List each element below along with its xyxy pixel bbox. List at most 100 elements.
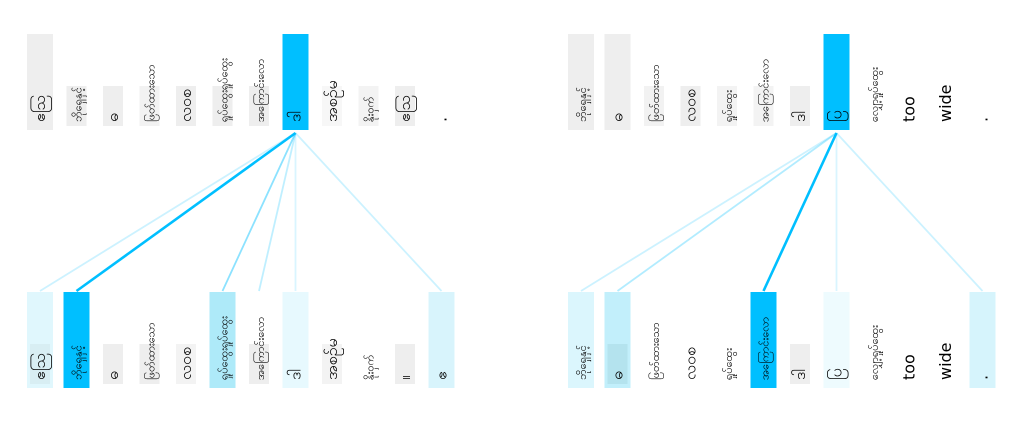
token-label: နိုးဝှက် [364, 96, 379, 122]
token-tile [176, 344, 196, 384]
query-token: ဧဩ [392, 34, 418, 130]
key-token: လဝစ [173, 292, 199, 388]
token-label: ဖြတ်ထားသော [648, 65, 664, 123]
key-token: too [896, 292, 923, 388]
key-token: ဒါ [787, 292, 813, 388]
key-token: ဓ [604, 292, 631, 388]
token-label: ဧဩ [395, 95, 417, 122]
key-token: လျှော့ရှုပ်ထွေး [860, 292, 886, 388]
token-highlight [355, 292, 382, 388]
token-tile [395, 344, 415, 384]
query-token: too [896, 34, 923, 130]
token-label: ဒါ [790, 111, 809, 122]
token-highlight [604, 34, 631, 130]
attention-line [835, 132, 984, 292]
token-label: too [900, 96, 919, 122]
token-label: အကြောင်းလော [758, 317, 774, 380]
key-token: wide [933, 292, 959, 388]
token-highlight [823, 34, 850, 130]
token-tile [139, 86, 160, 126]
token-label: နိုးဝှက် [364, 354, 379, 380]
token-label: ဖြတ်ထားသော [144, 323, 160, 381]
token-tile [249, 86, 269, 126]
token-highlight [860, 34, 886, 130]
key-token: ဖြတ်ထားသော [136, 292, 163, 388]
token-tile [790, 344, 810, 384]
token-highlight [428, 292, 455, 388]
token-tile [103, 86, 123, 126]
token-label: အစဉ်မ [322, 338, 344, 380]
token-label: လဝစ [681, 89, 700, 122]
query-token: ဓ [604, 34, 631, 130]
token-label: ရှုပ်ထွေးရှုပ်ထွေး [218, 58, 233, 122]
token-label: လဝစ [681, 347, 700, 380]
query-token: ဧဩ [27, 34, 53, 130]
query-token: wide [933, 34, 959, 130]
key-token: . [969, 292, 996, 388]
token-highlight [933, 34, 959, 130]
token-highlight [282, 292, 309, 388]
token-tile [644, 86, 664, 126]
token-highlight [933, 292, 959, 388]
query-token: ဘိုရှေနှင့် [63, 34, 90, 130]
key-token: ဘိုရှေနှင့် [63, 292, 90, 388]
query-token: ဓ [100, 34, 126, 130]
token-label: . [973, 117, 992, 122]
token-highlight [714, 292, 740, 388]
key-token: ဒါ [282, 292, 309, 388]
token-label: wide [936, 84, 955, 122]
token-tile [322, 86, 342, 126]
query-token: နိုးဝှက် [355, 34, 382, 130]
token-highlight [568, 292, 594, 388]
token-label: ဘိုရှေနှင့် [72, 87, 87, 122]
token-label: . [973, 375, 992, 380]
token-label: အကြောင်းလော [758, 59, 774, 122]
attention-line [75, 131, 297, 293]
token-highlight [896, 34, 923, 130]
attention-line [258, 132, 297, 292]
key-token: ။ [392, 292, 418, 388]
attention-line [39, 132, 296, 292]
token-tile [680, 86, 701, 126]
token-label: ဘိုရှေနှင့် [72, 345, 87, 380]
key-token: နိုးဝှက် [355, 292, 382, 388]
token-label: ဒါ [286, 111, 305, 122]
token-label: လဝစ [176, 347, 195, 380]
token-label: . [432, 117, 451, 122]
token-highlight [568, 34, 594, 130]
query-token: ရှုပ်ထွေးရှုပ်ထွေး [209, 34, 236, 130]
token-label: ပြ [827, 368, 849, 380]
key-token: ဓ [100, 292, 126, 388]
token-highlight [27, 34, 53, 130]
key-token: ဖြတ်ထားသော [641, 292, 667, 388]
key-token: ရှုပ်ထွေး [714, 292, 740, 388]
attention-line [294, 132, 443, 292]
token-label: လျှော့ရှုပ်ထွေး [868, 325, 883, 380]
token-highlight [641, 292, 667, 388]
key-token: ပြ [823, 292, 850, 388]
token-tile [790, 86, 810, 126]
query-token: ရှုပ်ထွေး [714, 34, 740, 130]
query-token: ဖြတ်ထားသော [641, 34, 667, 130]
token-tile [66, 86, 87, 126]
token-tile [358, 86, 379, 126]
token-tile [753, 86, 774, 126]
token-highlight [896, 292, 923, 388]
attention-links [580, 132, 984, 292]
token-highlight [209, 292, 236, 388]
token-label: ဧ [432, 371, 451, 380]
attention-line [616, 132, 838, 292]
token-label: လဝစ [176, 89, 195, 122]
token-tile [30, 344, 50, 384]
token-tile [103, 344, 123, 384]
token-highlight [677, 292, 704, 388]
key-token: လဝစ [677, 292, 704, 388]
token-tile [717, 86, 737, 126]
token-label: ဘိုရှေနှင့် [576, 345, 591, 380]
token-tile [607, 344, 628, 384]
query-token: ဘိုရှေနှင့် [568, 34, 594, 130]
query-token: ဒါ [282, 34, 309, 130]
key-token: အစဉ်မ [319, 292, 345, 388]
query-token: အကြောင်းလော [246, 34, 272, 130]
token-label: ဘိုရှေနှင့် [576, 87, 591, 122]
